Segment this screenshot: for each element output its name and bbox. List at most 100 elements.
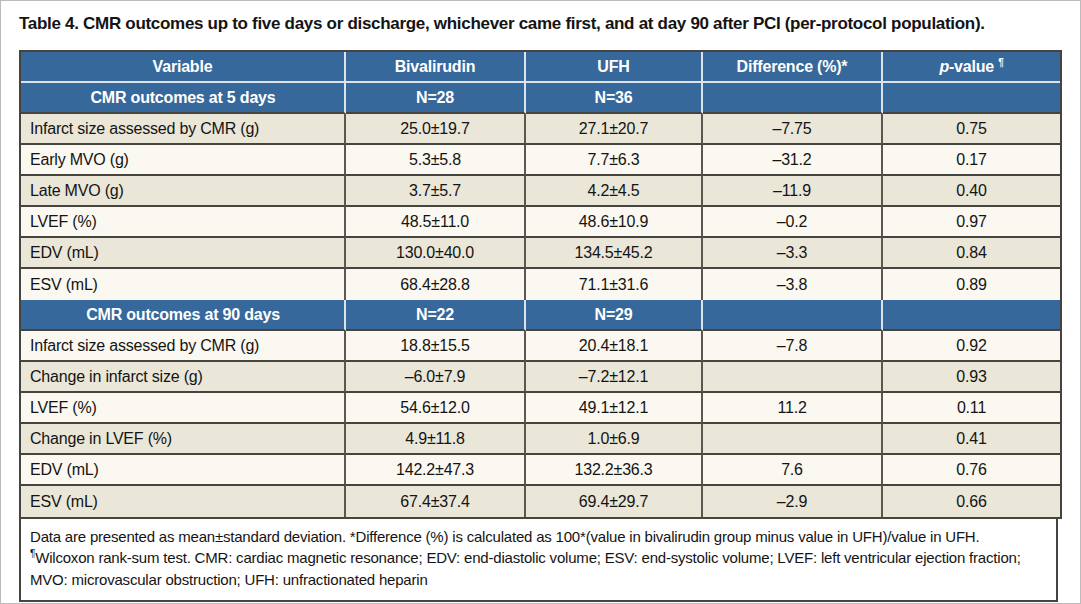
difference-cell: 11.2 xyxy=(703,393,883,424)
difference-cell: –3.8 xyxy=(703,269,883,300)
value-cell-ufh: 27.1±20.7 xyxy=(526,114,703,145)
table-row: Change in infarct size (g)–6.0±7.9–7.2±1… xyxy=(21,362,1060,393)
p-value-cell: 0.76 xyxy=(883,455,1060,486)
value-cell-bivalirudin: 5.3±5.8 xyxy=(346,145,526,176)
section-5-days: CMR outcomes at 5 daysN=28N=36Infarct si… xyxy=(21,83,1060,300)
p-italic: p xyxy=(939,58,949,75)
section-empty-cell xyxy=(883,83,1060,114)
section-n-cell: N=36 xyxy=(526,83,703,114)
difference-cell: –31.2 xyxy=(703,145,883,176)
table-row: LVEF (%)48.5±11.048.6±10.9–0.20.97 xyxy=(21,207,1060,238)
table-row: ESV (mL)68.4±28.871.1±31.6–3.80.89 xyxy=(21,269,1060,300)
value-cell-ufh: 7.7±6.3 xyxy=(526,145,703,176)
table-row: Infarct size assessed by CMR (g)25.0±19.… xyxy=(21,114,1060,145)
p-value-cell: 0.92 xyxy=(883,331,1060,362)
section-90-days: CMR outcomes at 90 daysN=22N=29Infarct s… xyxy=(21,300,1060,517)
value-cell-ufh: –7.2±12.1 xyxy=(526,362,703,393)
value-cell-bivalirudin: 130.0±40.0 xyxy=(346,238,526,269)
table-row: ESV (mL)67.4±37.469.4±29.7–2.90.66 xyxy=(21,486,1060,517)
p-value-cell: 0.75 xyxy=(883,114,1060,145)
p-value-cell: 0.84 xyxy=(883,238,1060,269)
p-value-text: -value xyxy=(949,58,998,75)
column-header-row: Variable Bivalirudin UFH Difference (%)*… xyxy=(21,52,1060,83)
table-row: EDV (mL)130.0±40.0134.5±45.2–3.30.84 xyxy=(21,238,1060,269)
value-cell-bivalirudin: 142.2±47.3 xyxy=(346,455,526,486)
section-empty-cell xyxy=(703,300,883,331)
variable-cell: EDV (mL) xyxy=(21,238,346,269)
p-value-cell: 0.40 xyxy=(883,176,1060,207)
cmr-outcomes-table: Variable Bivalirudin UFH Difference (%)*… xyxy=(19,50,1062,519)
section-label-cell: CMR outcomes at 90 days xyxy=(21,300,346,331)
p-value-cell: 0.17 xyxy=(883,145,1060,176)
section-n-cell: N=29 xyxy=(526,300,703,331)
value-cell-bivalirudin: 18.8±15.5 xyxy=(346,331,526,362)
variable-cell: Change in infarct size (g) xyxy=(21,362,346,393)
page: Table 4. CMR outcomes up to five days or… xyxy=(0,0,1081,604)
pilcrow-superscript: ¶ xyxy=(998,57,1003,68)
table-row: Infarct size assessed by CMR (g)18.8±15.… xyxy=(21,331,1060,362)
value-cell-bivalirudin: –6.0±7.9 xyxy=(346,362,526,393)
table-container: Variable Bivalirudin UFH Difference (%)*… xyxy=(19,50,1058,602)
variable-cell: ESV (mL) xyxy=(21,486,346,517)
variable-cell: LVEF (%) xyxy=(21,393,346,424)
difference-cell: –7.8 xyxy=(703,331,883,362)
footnote-part1: Data are presented as mean±standard devi… xyxy=(30,528,979,545)
value-cell-ufh: 69.4±29.7 xyxy=(526,486,703,517)
section-header-row: CMR outcomes at 90 daysN=22N=29 xyxy=(21,300,1060,331)
p-value-cell: 0.89 xyxy=(883,269,1060,300)
section-n-cell: N=28 xyxy=(346,83,526,114)
section-header-row: CMR outcomes at 5 daysN=28N=36 xyxy=(21,83,1060,114)
variable-cell: Change in LVEF (%) xyxy=(21,424,346,455)
p-value-cell: 0.11 xyxy=(883,393,1060,424)
col-header-difference: Difference (%)* xyxy=(703,52,883,83)
value-cell-ufh: 1.0±6.9 xyxy=(526,424,703,455)
value-cell-bivalirudin: 3.7±5.7 xyxy=(346,176,526,207)
table-row: LVEF (%)54.6±12.049.1±12.111.20.11 xyxy=(21,393,1060,424)
col-header-variable: Variable xyxy=(21,52,346,83)
difference-cell xyxy=(703,424,883,455)
value-cell-ufh: 49.1±12.1 xyxy=(526,393,703,424)
value-cell-ufh: 134.5±45.2 xyxy=(526,238,703,269)
value-cell-ufh: 71.1±31.6 xyxy=(526,269,703,300)
col-header-ufh: UFH xyxy=(526,52,703,83)
difference-cell: –7.75 xyxy=(703,114,883,145)
value-cell-bivalirudin: 4.9±11.8 xyxy=(346,424,526,455)
difference-cell: 7.6 xyxy=(703,455,883,486)
section-empty-cell xyxy=(883,300,1060,331)
value-cell-ufh: 4.2±4.5 xyxy=(526,176,703,207)
variable-cell: LVEF (%) xyxy=(21,207,346,238)
difference-cell: –0.2 xyxy=(703,207,883,238)
value-cell-bivalirudin: 48.5±11.0 xyxy=(346,207,526,238)
value-cell-ufh: 132.2±36.3 xyxy=(526,455,703,486)
table-footnote: Data are presented as mean±standard devi… xyxy=(19,519,1058,602)
p-value-cell: 0.66 xyxy=(883,486,1060,517)
variable-cell: EDV (mL) xyxy=(21,455,346,486)
variable-cell: Infarct size assessed by CMR (g) xyxy=(21,114,346,145)
difference-cell: –11.9 xyxy=(703,176,883,207)
table-row: Change in LVEF (%)4.9±11.81.0±6.9 0.41 xyxy=(21,424,1060,455)
variable-cell: Infarct size assessed by CMR (g) xyxy=(21,331,346,362)
value-cell-ufh: 20.4±18.1 xyxy=(526,331,703,362)
value-cell-bivalirudin: 54.6±12.0 xyxy=(346,393,526,424)
value-cell-ufh: 48.6±10.9 xyxy=(526,207,703,238)
col-header-p-value: p-value ¶ xyxy=(883,52,1060,83)
value-cell-bivalirudin: 68.4±28.8 xyxy=(346,269,526,300)
variable-cell: Early MVO (g) xyxy=(21,145,346,176)
difference-cell: –2.9 xyxy=(703,486,883,517)
value-cell-bivalirudin: 67.4±37.4 xyxy=(346,486,526,517)
table-row: Late MVO (g)3.7±5.74.2±4.5–11.90.40 xyxy=(21,176,1060,207)
table-row: EDV (mL)142.2±47.3132.2±36.37.60.76 xyxy=(21,455,1060,486)
p-value-cell: 0.93 xyxy=(883,362,1060,393)
section-label-cell: CMR outcomes at 5 days xyxy=(21,83,346,114)
difference-cell xyxy=(703,362,883,393)
section-n-cell: N=22 xyxy=(346,300,526,331)
table-row: Early MVO (g)5.3±5.87.7±6.3–31.20.17 xyxy=(21,145,1060,176)
table-title: Table 4. CMR outcomes up to five days or… xyxy=(19,14,1059,34)
p-value-cell: 0.41 xyxy=(883,424,1060,455)
variable-cell: Late MVO (g) xyxy=(21,176,346,207)
p-value-cell: 0.97 xyxy=(883,207,1060,238)
col-header-bivalirudin: Bivalirudin xyxy=(346,52,526,83)
difference-cell: –3.3 xyxy=(703,238,883,269)
section-empty-cell xyxy=(703,83,883,114)
variable-cell: ESV (mL) xyxy=(21,269,346,300)
